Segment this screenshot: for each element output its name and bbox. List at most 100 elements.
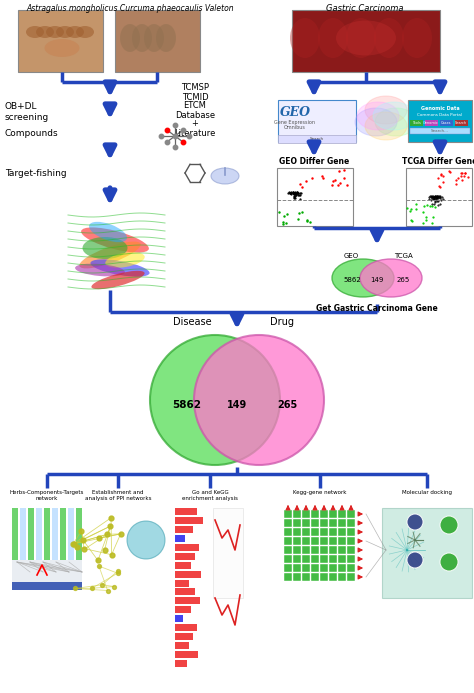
Ellipse shape <box>144 24 164 52</box>
Bar <box>293 510 301 518</box>
Bar <box>329 555 337 563</box>
Bar <box>12 508 18 560</box>
Text: Gastric Carcinoma: Gastric Carcinoma <box>326 4 404 13</box>
Ellipse shape <box>375 108 417 136</box>
Text: Database: Database <box>175 110 215 119</box>
Bar <box>406 168 472 226</box>
Text: Go and KeGG
enrichment analysis: Go and KeGG enrichment analysis <box>182 490 238 501</box>
Ellipse shape <box>82 237 128 259</box>
Bar <box>311 573 319 581</box>
Bar <box>302 528 310 536</box>
Bar <box>338 519 346 527</box>
Text: 5862: 5862 <box>343 277 361 283</box>
Text: Gene Expression
Omnibus: Gene Expression Omnibus <box>274 120 316 130</box>
Bar <box>347 546 355 554</box>
Ellipse shape <box>365 96 407 124</box>
Ellipse shape <box>91 271 145 289</box>
Bar <box>293 555 301 563</box>
Bar <box>284 537 292 545</box>
Bar <box>410 120 423 126</box>
Bar <box>329 546 337 554</box>
Bar <box>175 615 183 622</box>
Ellipse shape <box>357 102 399 130</box>
Bar <box>410 128 470 134</box>
Text: Astragalus mongholicus Curcuma phaeocaulis Valeton: Astragalus mongholicus Curcuma phaeocaul… <box>26 4 234 13</box>
Ellipse shape <box>79 242 141 268</box>
Text: TCGA Differ Gene: TCGA Differ Gene <box>402 157 474 166</box>
Bar <box>76 508 82 560</box>
Bar <box>175 535 185 542</box>
Bar <box>311 537 319 545</box>
Ellipse shape <box>336 21 396 55</box>
Ellipse shape <box>26 26 44 38</box>
Bar <box>338 555 346 563</box>
Bar <box>329 564 337 572</box>
Text: GEO: GEO <box>344 253 358 259</box>
Ellipse shape <box>91 259 150 277</box>
Bar <box>311 528 319 536</box>
Bar <box>425 120 438 126</box>
Text: Commons Data Portal: Commons Data Portal <box>418 113 463 117</box>
Bar <box>320 546 328 554</box>
Ellipse shape <box>45 39 80 57</box>
Text: Get Gastric Carcinoma Gene: Get Gastric Carcinoma Gene <box>316 304 438 313</box>
Bar <box>284 546 292 554</box>
Text: Tools: Tools <box>411 121 420 125</box>
Bar <box>329 573 337 581</box>
Bar <box>36 508 42 560</box>
Bar <box>175 580 189 587</box>
Ellipse shape <box>36 26 54 38</box>
Text: Target-fishing: Target-fishing <box>5 170 67 179</box>
Bar <box>175 642 189 649</box>
Ellipse shape <box>211 168 239 184</box>
Bar <box>293 537 301 545</box>
Text: 5862: 5862 <box>173 400 201 410</box>
Ellipse shape <box>402 18 432 58</box>
Ellipse shape <box>318 18 348 58</box>
Bar <box>302 546 310 554</box>
Bar <box>175 508 197 515</box>
Text: +: + <box>191 119 199 128</box>
Text: Molecular docking: Molecular docking <box>402 490 452 495</box>
Text: TCGA: TCGA <box>393 253 412 259</box>
Ellipse shape <box>81 227 149 252</box>
Bar <box>311 519 319 527</box>
Ellipse shape <box>440 553 458 571</box>
Bar <box>284 510 292 518</box>
Bar <box>347 564 355 572</box>
Bar <box>347 519 355 527</box>
Ellipse shape <box>360 259 422 297</box>
Bar <box>213 508 243 598</box>
Ellipse shape <box>127 521 165 559</box>
Bar <box>284 555 292 563</box>
Bar <box>115 10 200 72</box>
Bar <box>175 660 187 667</box>
Ellipse shape <box>46 26 64 38</box>
Ellipse shape <box>374 18 404 58</box>
Text: 149: 149 <box>227 400 247 410</box>
Ellipse shape <box>290 18 320 58</box>
Bar <box>347 555 355 563</box>
Ellipse shape <box>440 516 458 534</box>
Ellipse shape <box>89 222 127 242</box>
Ellipse shape <box>76 26 94 38</box>
Bar <box>293 564 301 572</box>
Bar <box>292 10 440 72</box>
Text: Literature: Literature <box>174 128 216 137</box>
Ellipse shape <box>365 112 407 140</box>
Bar <box>175 544 199 551</box>
Bar <box>311 546 319 554</box>
Bar <box>52 508 58 560</box>
Bar <box>302 537 310 545</box>
Text: 265: 265 <box>396 277 410 283</box>
Bar <box>320 528 328 536</box>
Text: Establishment and
analysis of PPI networks: Establishment and analysis of PPI networ… <box>85 490 151 501</box>
Bar <box>278 100 356 142</box>
Bar <box>20 508 26 560</box>
Bar <box>175 553 195 560</box>
Text: Search: Search <box>455 121 467 125</box>
Bar <box>175 571 201 578</box>
Text: Kegg-gene network: Kegg-gene network <box>293 490 347 495</box>
Bar <box>12 560 82 582</box>
Bar <box>284 519 292 527</box>
